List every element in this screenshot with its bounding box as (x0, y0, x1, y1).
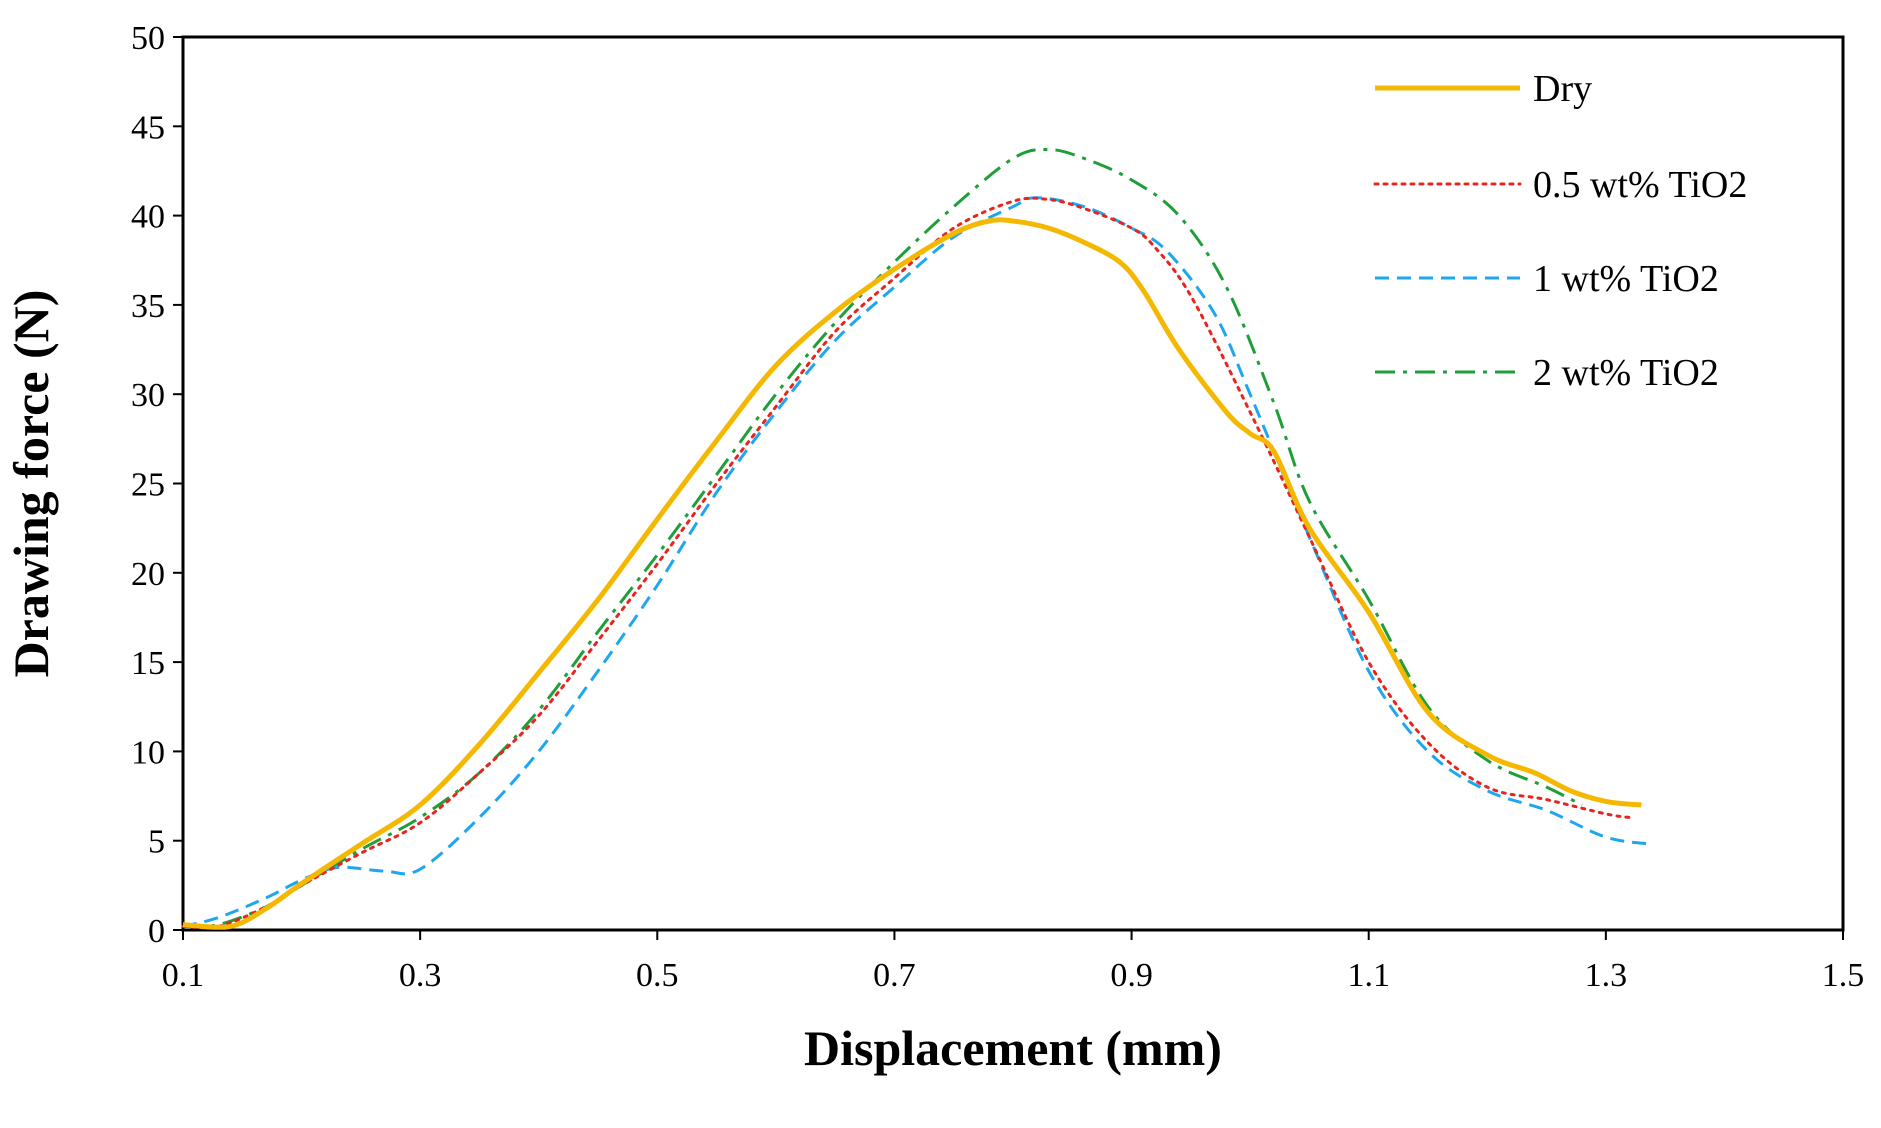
y-tick-label: 10 (131, 734, 165, 771)
x-tick-label: 1.5 (1822, 957, 1865, 994)
y-tick-label: 50 (131, 20, 165, 57)
y-tick-label: 40 (131, 199, 165, 236)
x-tick-label: 0.7 (873, 957, 916, 994)
y-tick-label: 5 (148, 824, 165, 861)
series-line-1-wt-tio2 (182, 196, 1654, 928)
legend-label: 1 wt% TiO2 (1533, 258, 1719, 300)
legend-label: 0.5 wt% TiO2 (1533, 164, 1747, 206)
y-axis-title: Drawing force (N) (3, 290, 59, 678)
x-tick-label: 0.9 (1110, 957, 1153, 994)
y-tick-label: 0 (148, 913, 165, 950)
x-tick-label: 0.3 (399, 957, 442, 994)
y-tick-label: 15 (131, 645, 165, 682)
y-tick-label: 45 (131, 109, 165, 146)
y-tick-label: 25 (131, 467, 165, 504)
legend-label: 2 wt% TiO2 (1533, 352, 1719, 394)
y-tick-label: 20 (131, 556, 165, 593)
x-axis-title: Displacement (mm) (804, 1020, 1222, 1076)
series-line-2-wt-tio2 (182, 147, 1583, 929)
x-tick-label: 0.1 (162, 957, 205, 994)
series-line-0-5-wt-tio2 (181, 196, 1632, 930)
x-tick-label: 1.1 (1347, 957, 1390, 994)
series-line-dry (182, 217, 1642, 930)
x-tick-label: 1.3 (1585, 957, 1628, 994)
y-tick-label: 30 (131, 377, 165, 414)
y-tick-label: 35 (131, 288, 165, 325)
x-tick-label: 0.5 (636, 957, 679, 994)
legend-label: Dry (1533, 68, 1592, 110)
